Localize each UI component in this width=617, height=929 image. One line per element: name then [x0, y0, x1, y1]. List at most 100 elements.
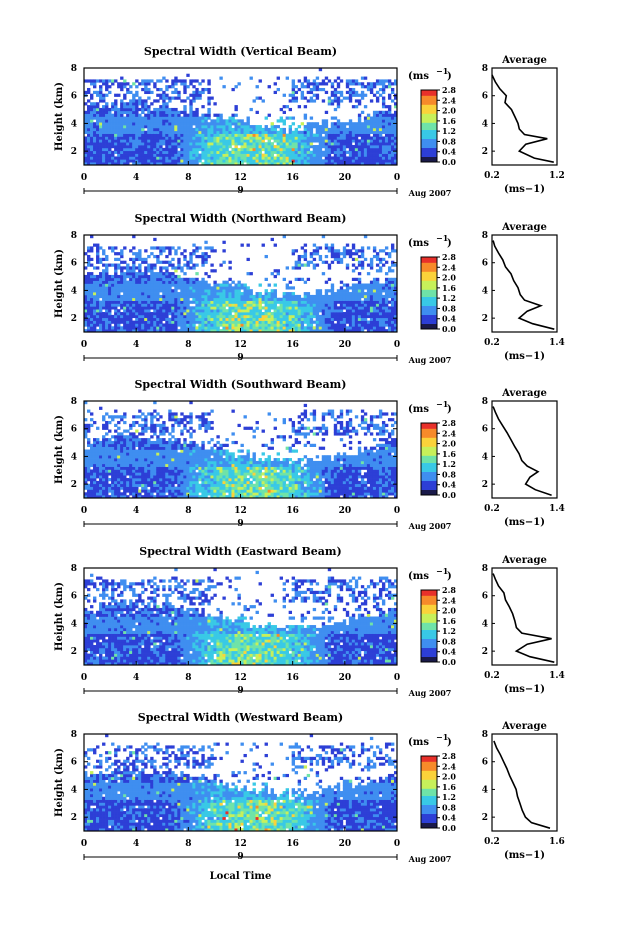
heatmap-cell [324, 145, 329, 149]
colorbar-step [421, 106, 437, 109]
heatmap-cell [354, 266, 359, 270]
heatmap-cell [120, 156, 124, 160]
colorbar-step [421, 307, 437, 310]
heatmap-cell [102, 455, 106, 459]
heatmap-cell [90, 478, 94, 482]
heatmap-cell [102, 495, 106, 499]
heatmap-cell [171, 127, 175, 132]
heatmap-cell [237, 136, 241, 140]
heatmap-cell [195, 156, 199, 160]
heatmap-cell [375, 257, 380, 262]
heatmap-cell [264, 312, 268, 316]
heatmap-cell [138, 99, 142, 103]
heatmap-cell [390, 122, 395, 126]
heatmap-cell [357, 116, 362, 120]
heatmap-cell [186, 320, 190, 324]
heatmap-cell [195, 162, 199, 166]
heatmap-cell [90, 122, 94, 126]
heatmap-cell [225, 142, 229, 146]
heatmap-cell [312, 156, 317, 160]
heatmap-cell [165, 125, 169, 129]
heatmap-cell [318, 139, 323, 143]
heatmap-cell [210, 96, 214, 100]
heatmap-cell [375, 113, 380, 117]
heatmap-cell [96, 458, 100, 462]
heatmap-cell [360, 142, 365, 146]
heatmap-cell [204, 306, 208, 310]
heatmap-cell [147, 142, 151, 146]
heatmap-cell [84, 401, 88, 405]
heatmap-cell [255, 317, 259, 321]
heatmap-cell [249, 312, 253, 316]
heatmap-cell [366, 125, 371, 129]
heatmap-cell [105, 283, 109, 287]
heatmap-cell [114, 297, 118, 301]
heatmap-cell [117, 292, 121, 296]
heatmap-cell [348, 249, 353, 253]
heatmap-cell [174, 107, 178, 112]
heatmap-cell [372, 130, 377, 134]
heatmap-cell [294, 300, 299, 304]
heatmap-cell [123, 85, 127, 89]
heatmap-cell [255, 145, 259, 149]
heatmap-cell [219, 76, 223, 80]
heatmap-cell [144, 297, 148, 301]
heatmap-cell [93, 130, 97, 134]
heatmap-cell [141, 156, 145, 160]
heatmap-cell [348, 90, 353, 95]
heatmap-cell [144, 303, 148, 307]
heatmap-cell [369, 139, 374, 143]
heatmap-cell [93, 452, 97, 456]
heatmap-cell [144, 292, 148, 296]
heatmap-cell [99, 156, 103, 160]
heatmap-cell [138, 483, 142, 487]
heatmap-cell [108, 289, 112, 293]
heatmap-cell [114, 116, 118, 120]
heatmap-cell [207, 127, 211, 132]
heatmap-cell [393, 300, 398, 304]
heatmap-cell [186, 85, 190, 89]
heatmap-cell [345, 85, 350, 89]
heatmap-cell [333, 150, 338, 154]
heatmap-cell [129, 480, 133, 485]
heatmap-cell [261, 139, 265, 143]
heatmap-cell [219, 312, 223, 316]
heatmap-cell [372, 286, 377, 290]
heatmap-cell [285, 312, 289, 316]
heatmap-cell [108, 127, 112, 132]
heatmap-cell [114, 162, 118, 166]
heatmap-cell [180, 314, 184, 319]
heatmap-cell [375, 323, 380, 327]
heatmap-cell [315, 292, 320, 296]
heatmap-cell [111, 469, 115, 473]
heatmap-cell [264, 136, 268, 140]
heatmap-cell [141, 326, 145, 330]
heatmap-cell [222, 289, 226, 293]
heatmap-cell [84, 113, 88, 117]
colorbar-step [421, 104, 437, 107]
heatmap-cell [291, 90, 296, 95]
heatmap-cell [99, 260, 103, 264]
heatmap-cell [123, 438, 127, 442]
heatmap-cell [180, 297, 184, 301]
heatmap-cell [105, 145, 109, 149]
heatmap-cell [135, 274, 139, 279]
heatmap-cell [135, 438, 139, 442]
heatmap-cell [171, 133, 175, 137]
heatmap-cell [171, 153, 175, 157]
heatmap-cell [315, 96, 320, 100]
heatmap-cell [180, 133, 184, 137]
heatmap-cell [174, 303, 178, 307]
heatmap-cell [318, 294, 323, 299]
heatmap-cell [357, 329, 362, 333]
heatmap-cell [135, 252, 139, 256]
heatmap-cell [141, 102, 145, 106]
heatmap-cell [279, 309, 283, 313]
heatmap-cell [258, 96, 262, 100]
heatmap-cell [123, 289, 127, 293]
heatmap-cell [162, 153, 166, 157]
heatmap-cell [153, 142, 157, 146]
heatmap-cell [120, 99, 124, 103]
heatmap-cell [123, 323, 127, 327]
heatmap-cell [354, 306, 359, 310]
